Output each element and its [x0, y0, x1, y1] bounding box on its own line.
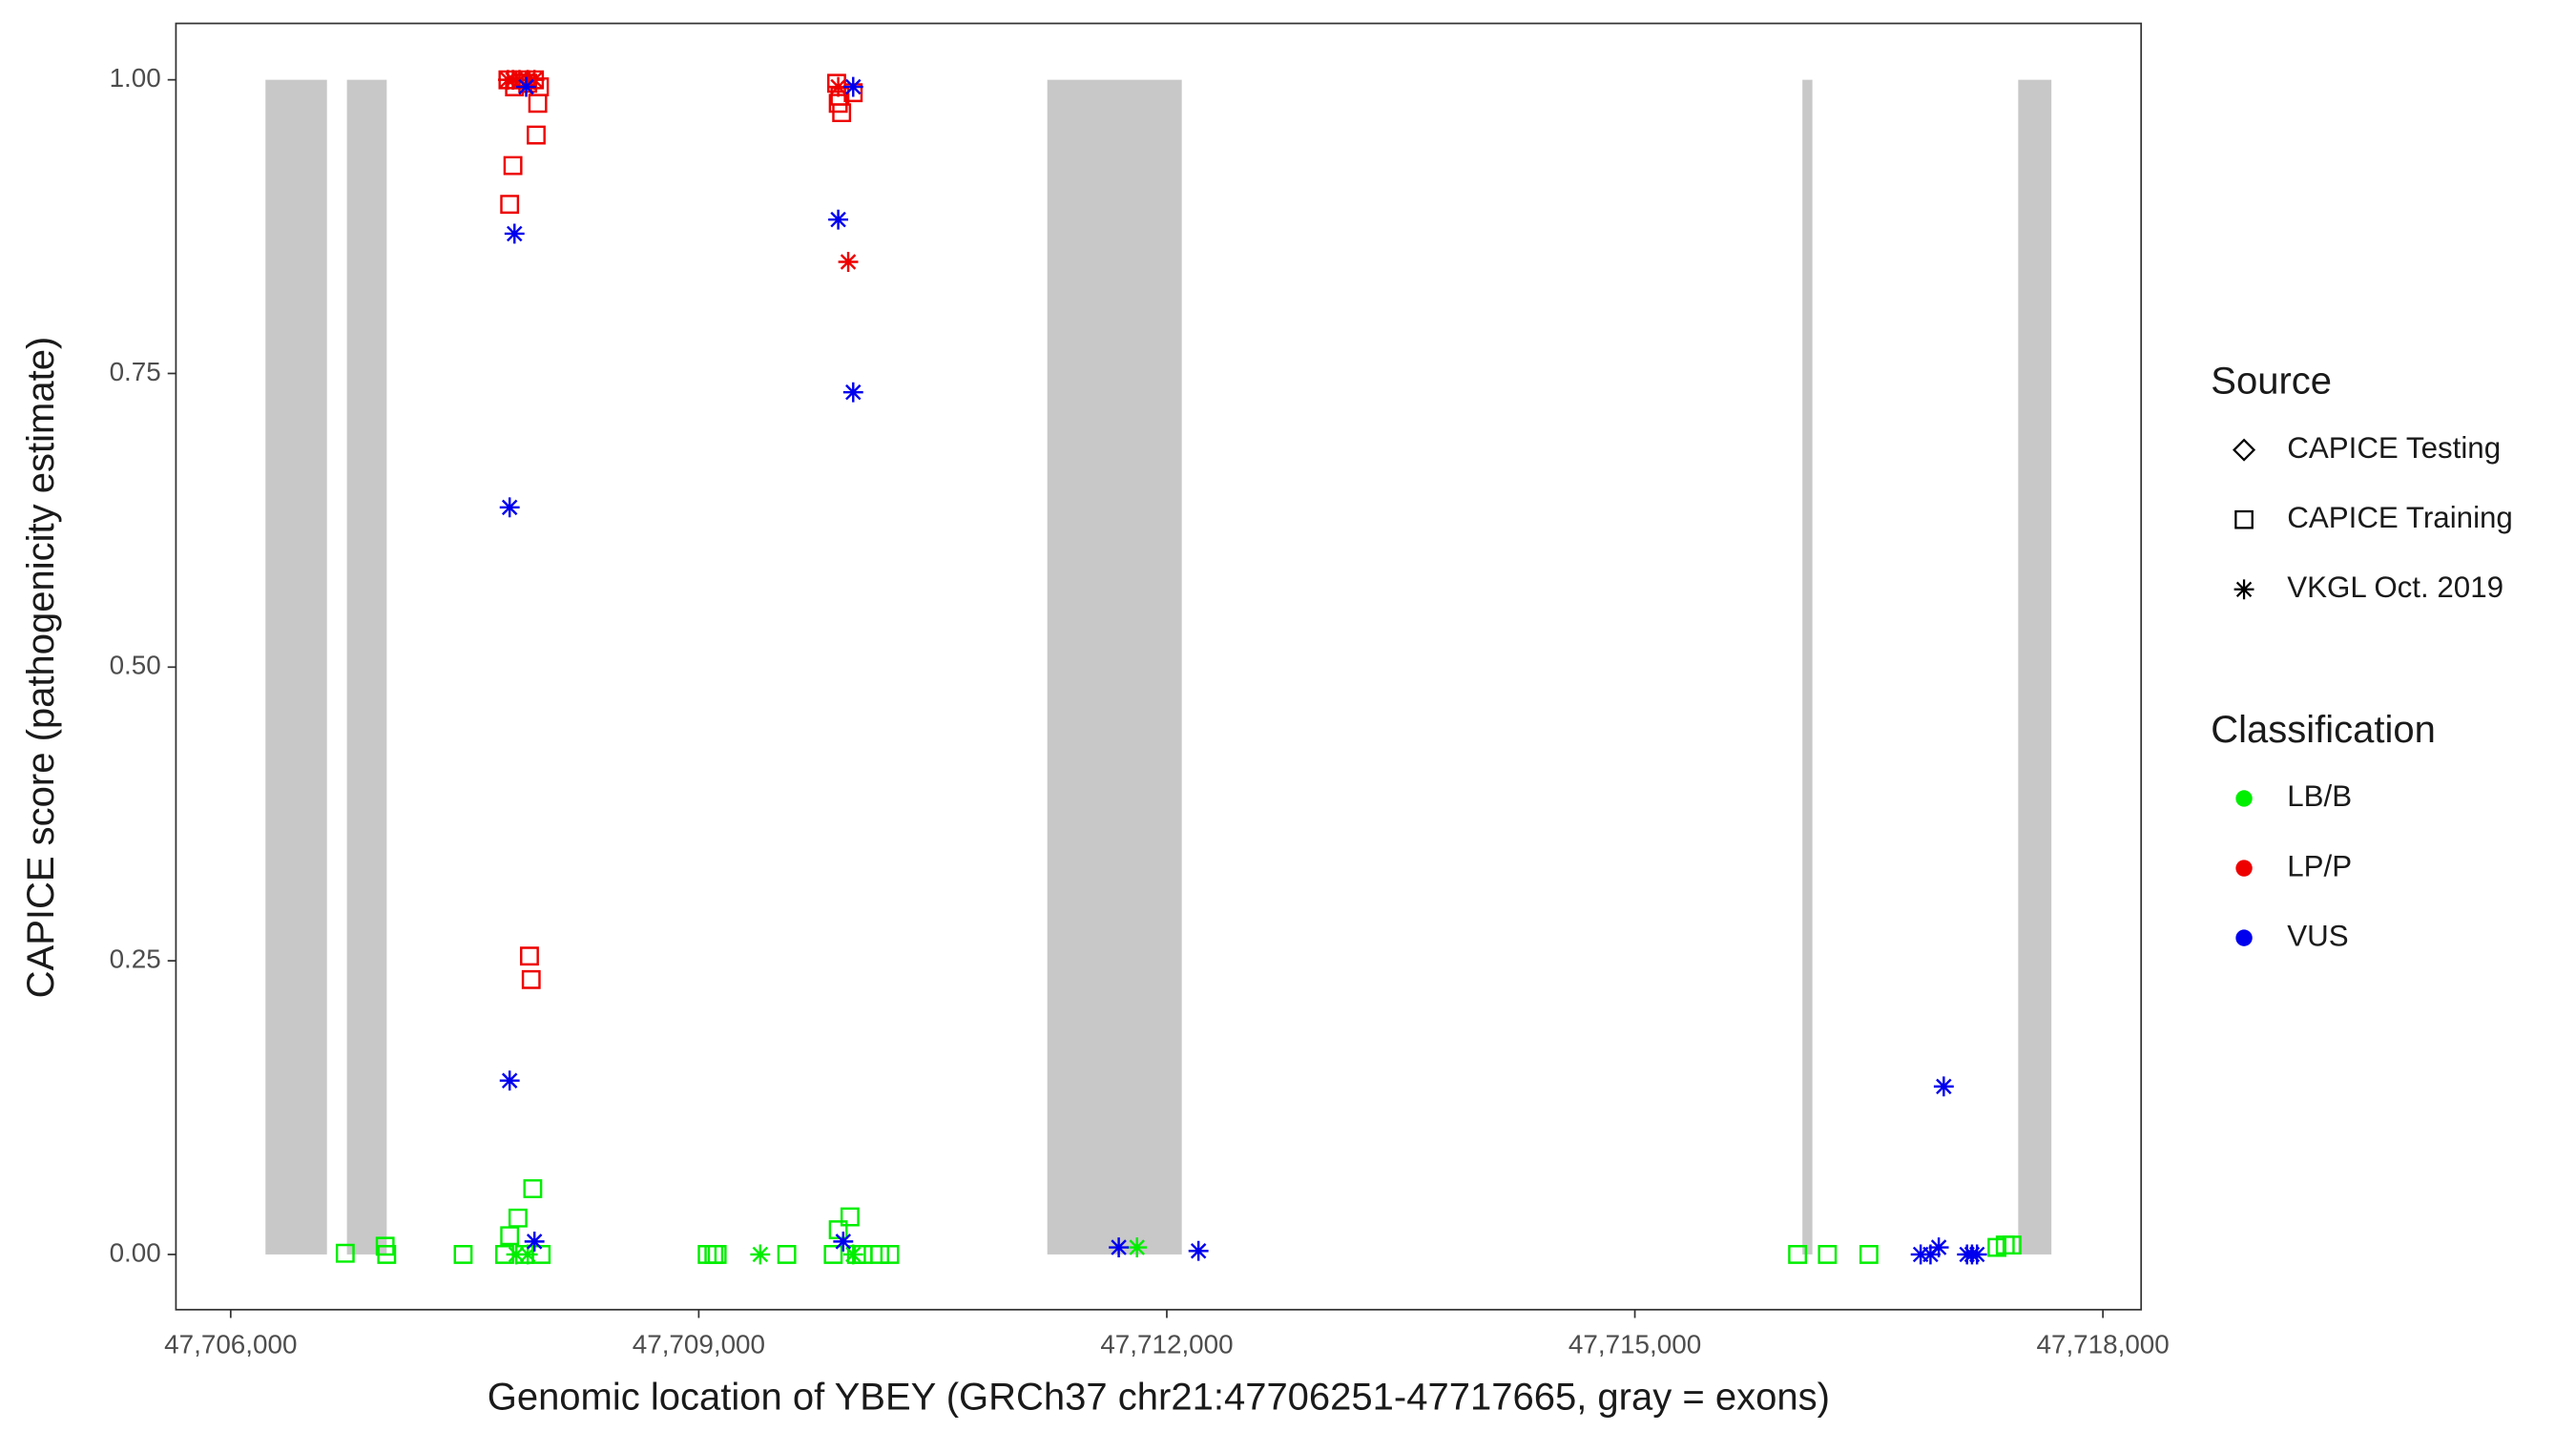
exon	[2018, 79, 2052, 1255]
data-point	[828, 93, 848, 114]
data-point	[524, 70, 545, 91]
data-point	[503, 156, 523, 176]
legend-label: VUS	[2287, 919, 2348, 952]
legend-symbol	[2235, 790, 2253, 807]
legend-label: LB/B	[2287, 779, 2352, 813]
data-point	[842, 76, 863, 97]
data-point	[499, 497, 520, 518]
data-point	[832, 103, 852, 123]
exon	[265, 79, 327, 1255]
data-point	[842, 1244, 863, 1265]
data-point	[521, 969, 541, 989]
data-point	[520, 946, 539, 966]
data-point	[777, 1245, 797, 1264]
data-point	[516, 76, 536, 97]
y-axis-title: CAPICE score (pathogenicity estimate)	[20, 337, 62, 999]
data-point	[1933, 1076, 1954, 1097]
data-point	[517, 1244, 538, 1265]
data-point	[823, 1245, 843, 1264]
data-point	[1987, 1237, 2007, 1257]
data-point	[528, 93, 548, 114]
data-point	[531, 1245, 551, 1264]
x-tick-label: 47,718,000	[2036, 1329, 2169, 1358]
data-point	[495, 1245, 514, 1264]
data-point	[828, 76, 849, 97]
data-point	[527, 125, 546, 145]
data-point	[530, 77, 550, 96]
data-point	[840, 1207, 860, 1227]
data-point	[1188, 1240, 1209, 1261]
x-axis-title: Genomic location of YBEY (GRCh37 chr21:4…	[488, 1376, 1830, 1418]
x-tick-label: 47,715,000	[1568, 1329, 1701, 1358]
data-point	[1920, 1244, 1941, 1265]
data-point	[523, 1179, 543, 1198]
legend-symbol	[2235, 929, 2253, 946]
y-tick-label: 0.50	[110, 651, 161, 680]
y-tick-label: 0.75	[110, 357, 161, 386]
x-tick-label: 47,706,000	[164, 1329, 297, 1358]
data-point	[504, 223, 525, 244]
data-point	[453, 1245, 473, 1264]
legend-title: Source	[2211, 361, 2332, 403]
y-tick-label: 0.00	[110, 1237, 161, 1267]
data-point	[335, 1243, 355, 1263]
legend-title: Classification	[2211, 709, 2436, 751]
plot-area	[265, 70, 2052, 1265]
x-tick-label: 47,709,000	[633, 1329, 765, 1358]
data-point	[707, 1245, 727, 1264]
data-point	[377, 1245, 397, 1264]
legend-symbol	[2233, 438, 2256, 462]
data-point	[1928, 1237, 1949, 1257]
data-point	[1859, 1245, 1879, 1264]
legend-label: CAPICE Training	[2287, 501, 2513, 534]
data-point	[1109, 1237, 1130, 1257]
data-point	[750, 1244, 771, 1265]
data-point	[500, 195, 520, 215]
data-point	[833, 1231, 854, 1252]
legend-label: LP/P	[2287, 849, 2352, 882]
y-tick-label: 1.00	[110, 63, 161, 93]
legend-symbol	[2233, 579, 2254, 600]
legend-symbol	[2234, 509, 2254, 529]
data-point	[499, 1070, 520, 1091]
data-point	[1966, 1244, 1987, 1265]
data-point	[828, 209, 849, 230]
data-point	[1788, 1245, 1808, 1264]
legend-label: VKGL Oct. 2019	[2287, 570, 2503, 604]
data-point	[508, 1208, 528, 1228]
legend-label: CAPICE Testing	[2287, 431, 2501, 465]
data-point	[880, 1245, 900, 1264]
legend-symbol	[2235, 860, 2253, 877]
exon	[1047, 79, 1182, 1255]
y-tick-label: 0.25	[110, 944, 161, 973]
data-point	[838, 252, 859, 272]
data-point	[524, 1231, 545, 1252]
data-point	[842, 382, 863, 403]
data-point	[1127, 1237, 1148, 1257]
data-point	[2002, 1235, 2022, 1255]
x-tick-label: 47,712,000	[1100, 1329, 1233, 1358]
data-point	[375, 1236, 395, 1256]
data-point	[1818, 1245, 1838, 1264]
data-point	[506, 1244, 527, 1265]
exon	[1802, 79, 1813, 1255]
exon	[346, 79, 387, 1255]
